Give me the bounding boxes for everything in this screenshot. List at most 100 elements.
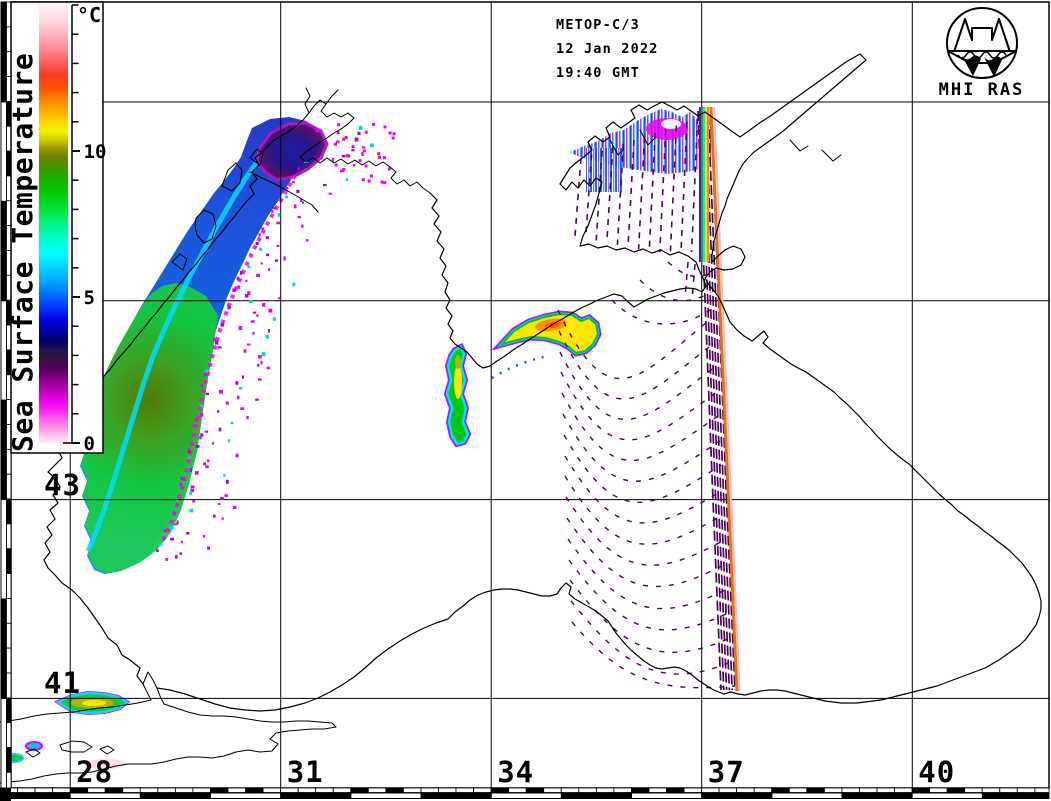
cold-speckle xyxy=(265,334,269,339)
cold-speckle xyxy=(271,210,274,213)
border-bottom-ladder-cell xyxy=(385,787,404,793)
border-bottom-segment xyxy=(981,792,1050,799)
cold-speckle xyxy=(228,439,231,443)
border-left-ladder-cell xyxy=(6,747,12,773)
cold-speckle xyxy=(200,433,204,437)
coastline-dnieper-river xyxy=(325,89,339,105)
sst-west-crimea-sliver-patch xyxy=(443,342,472,448)
swath-kerch-dash xyxy=(684,261,689,299)
coastline-taman-and-east-coast xyxy=(704,245,1042,704)
border-left-ladder-cell xyxy=(6,473,12,500)
cold-speckle xyxy=(252,311,257,314)
cold-speckle xyxy=(380,180,384,184)
border-left-ladder-cell xyxy=(6,548,12,575)
colorbar-title: Sea Surface Temperature xyxy=(6,53,39,452)
cold-speckle xyxy=(203,462,206,466)
cold-speckle xyxy=(235,381,239,385)
cold-speckle xyxy=(247,265,251,269)
swath-scan-arc xyxy=(558,330,715,400)
colorbar-tick-label: 0 xyxy=(84,433,95,455)
border-left-segment xyxy=(0,499,7,600)
coastline-azov-spit-1 xyxy=(639,129,656,146)
border-bottom-ladder-cell xyxy=(666,787,685,793)
cold-speckle xyxy=(331,157,335,162)
cold-speckle xyxy=(337,123,341,127)
border-bottom-ladder-cell xyxy=(1034,787,1050,793)
cold-speckle xyxy=(276,244,280,247)
border-bottom-ladder-cell xyxy=(402,787,422,793)
cold-speckle xyxy=(260,360,263,365)
cold-speckle xyxy=(232,288,237,292)
border-bottom-ladder-cell xyxy=(771,787,790,793)
cold-speckle xyxy=(268,268,271,271)
cold-speckle xyxy=(334,163,338,167)
sst-small-patch-1 xyxy=(25,741,43,751)
border-bottom-ladder-cell xyxy=(139,787,159,793)
swath-scan-dash xyxy=(680,121,688,253)
cold-speckle xyxy=(302,201,305,204)
cold-speckle xyxy=(262,302,266,307)
coastline-azov-spit-4 xyxy=(821,149,842,162)
border-bottom-segment xyxy=(771,792,843,799)
border-bottom-ladder-cell xyxy=(17,787,36,793)
coastline-marmara-island-2 xyxy=(99,745,115,755)
cold-speckle xyxy=(187,447,191,452)
cold-speckle xyxy=(276,221,281,225)
cold-speckle xyxy=(180,540,183,544)
border-left-ladder-cell xyxy=(6,772,12,789)
coastline-azov-spit-2 xyxy=(609,139,625,156)
swath-scan-arc xyxy=(566,517,728,588)
border-bottom-ladder-cell xyxy=(578,787,597,793)
swath-scan-dash xyxy=(616,143,625,245)
cold-speckle xyxy=(297,166,300,171)
swath-scan-dash xyxy=(606,147,614,243)
swath-scan-arc xyxy=(562,413,721,482)
cold-speckle xyxy=(240,407,245,410)
cold-speckle xyxy=(372,122,376,126)
lon-label-34: 34 xyxy=(497,755,535,789)
cold-speckle xyxy=(243,349,247,353)
coastline-bosphorus xyxy=(142,671,165,705)
coastline-layer xyxy=(0,53,1042,784)
cold-speckle xyxy=(246,416,249,420)
cold-speckle xyxy=(165,558,168,561)
cold-speckle xyxy=(217,410,220,413)
coastline-marmara-south xyxy=(0,703,337,784)
sst-dnieper-estuary-cold-patch xyxy=(255,121,329,182)
cold-speckle xyxy=(174,523,178,526)
swath-scan-dash xyxy=(627,139,635,248)
cold-speckle xyxy=(273,207,277,210)
cold-speckle xyxy=(258,378,262,381)
cold-speckle xyxy=(230,421,234,424)
border-bottom-segment xyxy=(210,792,282,799)
cold-speckle xyxy=(214,340,219,345)
swath-kerch-dash xyxy=(691,263,696,301)
border-bottom-segment xyxy=(280,792,352,799)
cold-speckle xyxy=(358,159,362,163)
cold-speckle xyxy=(203,372,208,377)
cold-speckle xyxy=(199,413,204,417)
satellite-name: METOP-C/3 xyxy=(556,17,640,33)
swath-scan-arc xyxy=(561,392,719,462)
border-bottom-ladder-cell xyxy=(631,787,650,793)
cold-speckle xyxy=(277,213,281,217)
border-bottom-ladder-cell xyxy=(876,787,895,793)
cold-speckle xyxy=(163,529,167,533)
cold-speckle xyxy=(220,323,224,327)
cold-speckle xyxy=(296,189,300,194)
coastline-dniester-liman xyxy=(194,209,217,244)
border-left-ladder-cell xyxy=(6,622,12,649)
cold-speckle xyxy=(367,179,371,183)
border-left-segment xyxy=(0,598,7,699)
coastline-bug-river xyxy=(304,87,311,114)
cold-speckle xyxy=(252,331,255,335)
cold-speckle xyxy=(369,143,374,148)
cold-speckle xyxy=(347,154,351,158)
cold-speckle xyxy=(204,369,209,374)
swath-scan-dash xyxy=(574,157,582,237)
border-left-ladder-cell xyxy=(6,523,12,550)
sst-azov-white-patch xyxy=(661,119,681,129)
swath-scan-arc xyxy=(570,600,734,675)
swath-scan-arc xyxy=(560,371,718,441)
